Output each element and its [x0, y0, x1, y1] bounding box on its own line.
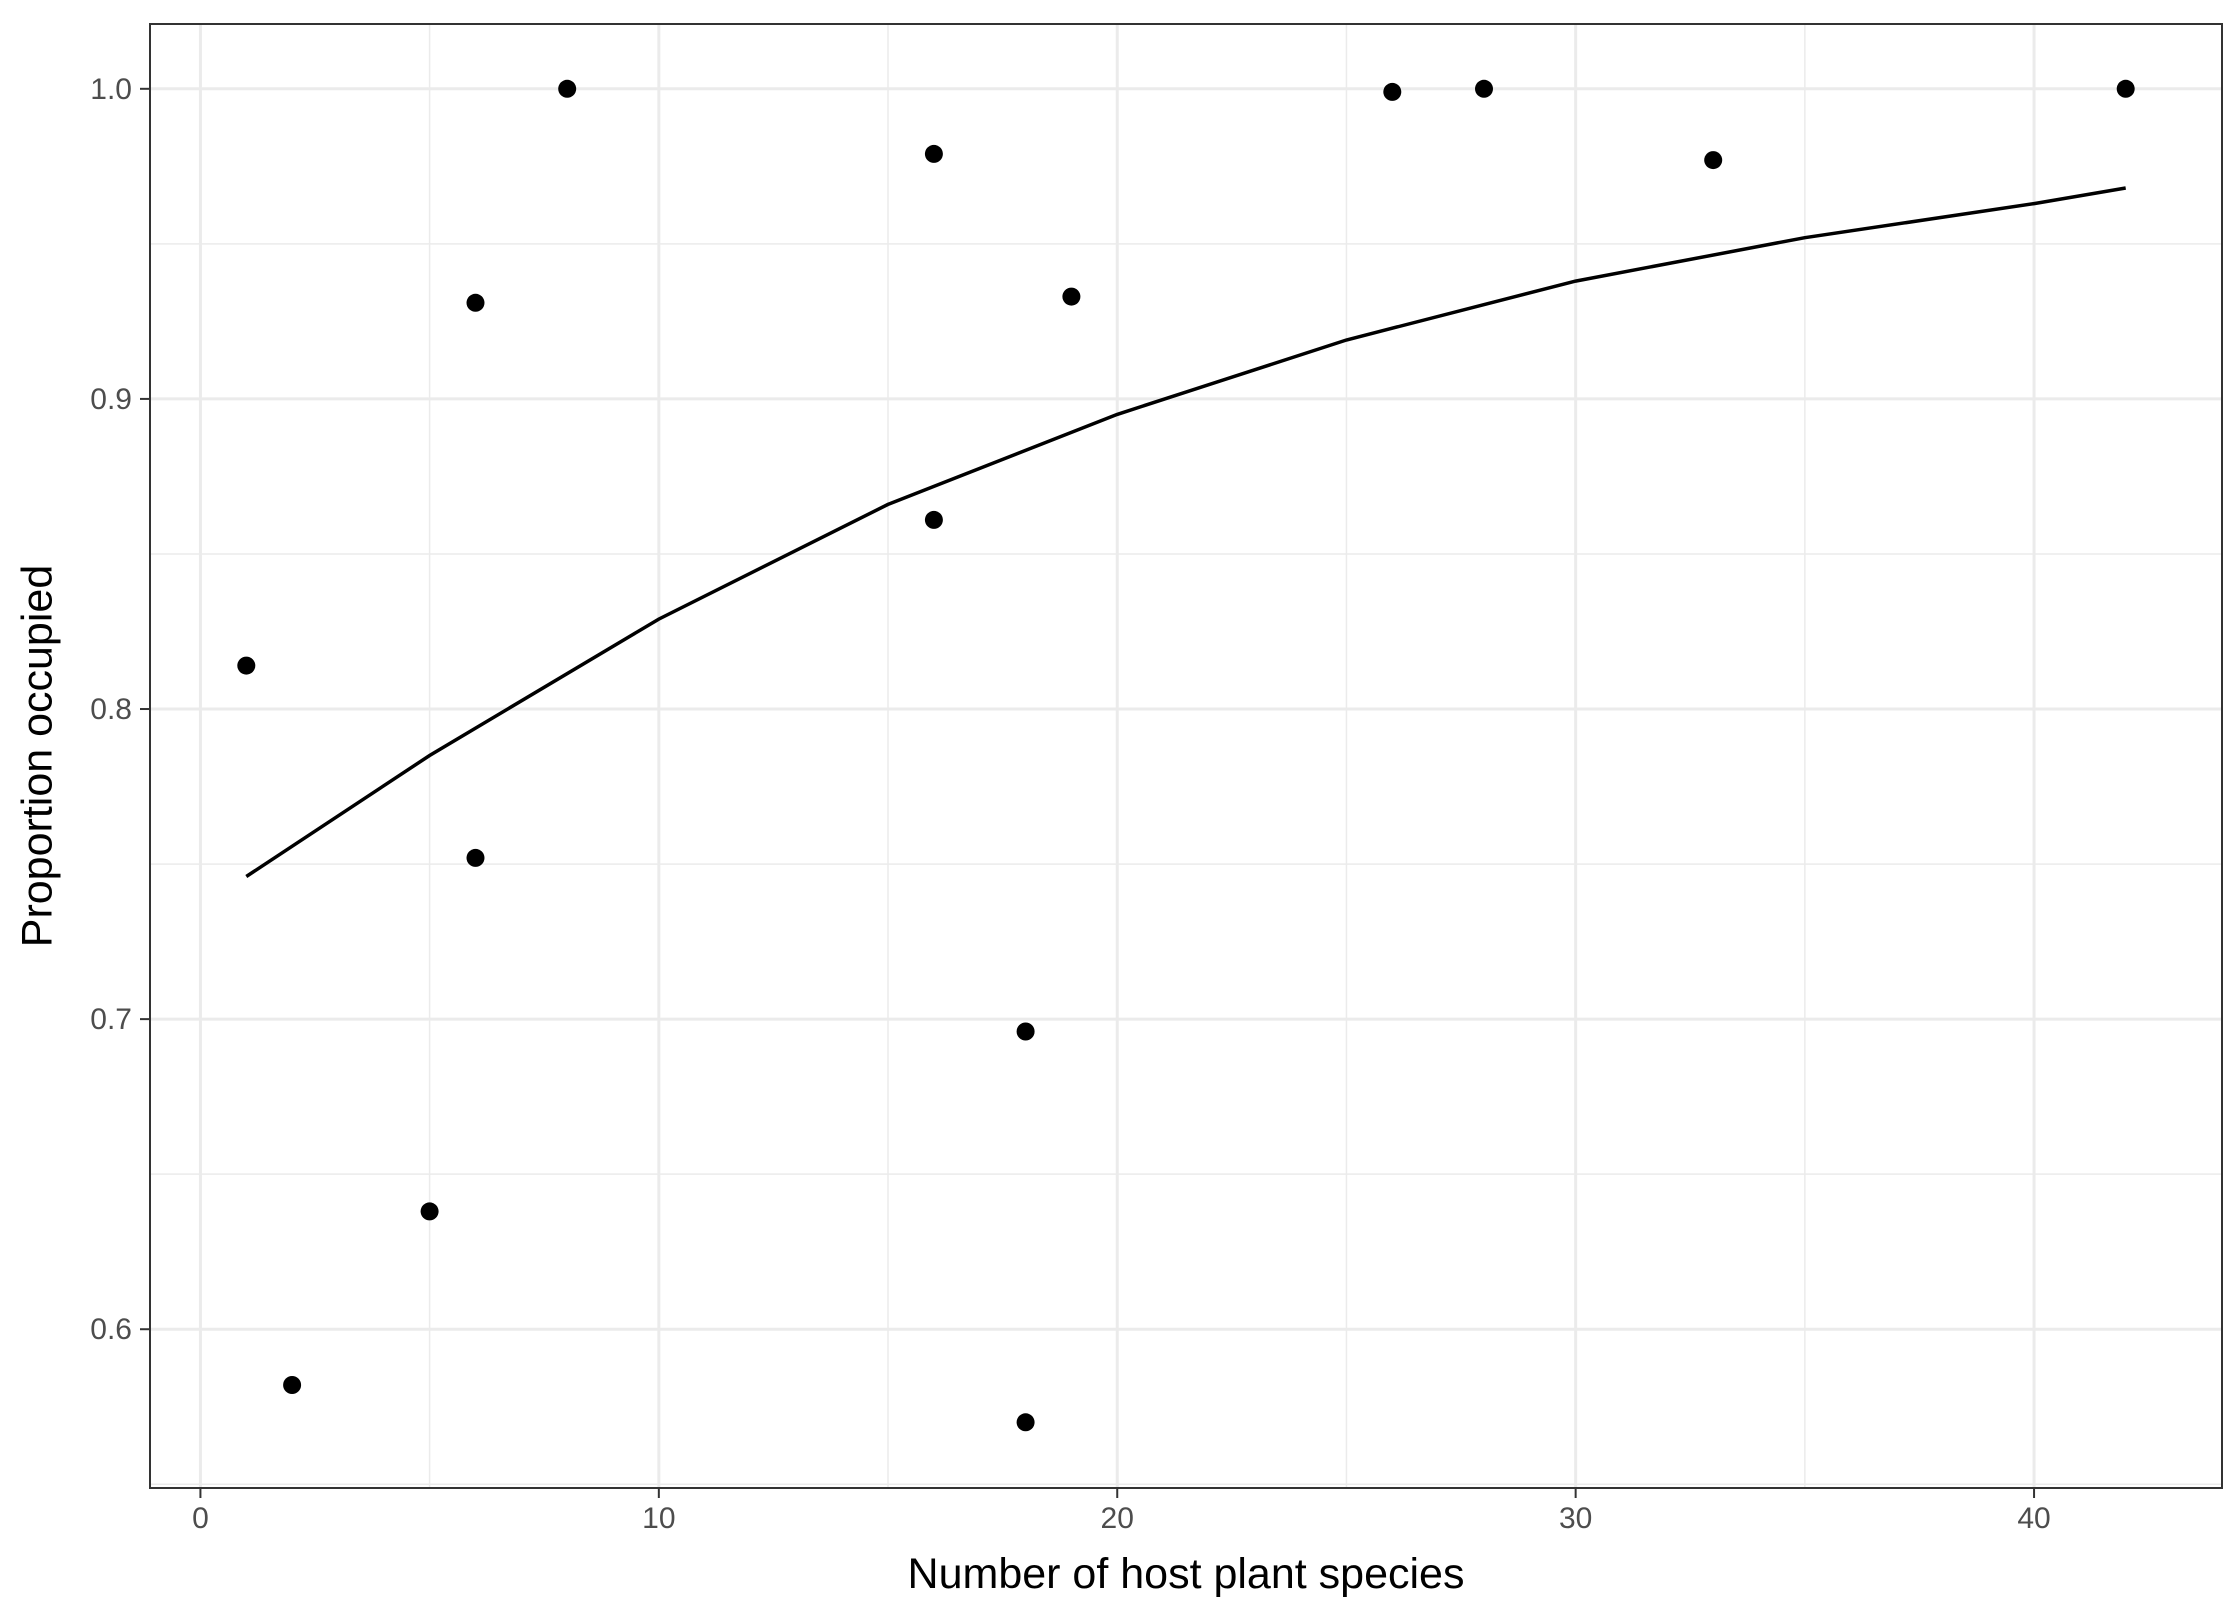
y-tick-label: 1.0: [90, 73, 132, 106]
tick-labels: 0 10 20 30 40 0.6 0.7 0.8 0.9 1.0: [90, 73, 2050, 1535]
x-tick-label: 40: [2017, 1502, 2050, 1535]
series-layer: [237, 79, 2135, 1432]
data-point: [558, 79, 577, 98]
y-tick-label: 0.9: [90, 383, 132, 416]
x-tick-label: 0: [192, 1502, 209, 1535]
data-point: [466, 848, 485, 867]
minor-gridlines: [150, 24, 2222, 1488]
data-point: [466, 293, 485, 312]
data-point: [420, 1202, 439, 1221]
y-tick-label: 0.7: [90, 1003, 132, 1036]
data-point: [283, 1376, 302, 1394]
data-point: [2116, 79, 2135, 98]
x-tick-label: 10: [642, 1502, 675, 1535]
fitted-curve: [245, 186, 2126, 878]
data-point: [1383, 82, 1402, 101]
y-tick-label: 0.8: [90, 693, 132, 726]
data-point: [1475, 79, 1493, 98]
data-point: [237, 656, 256, 675]
data-point: [924, 144, 943, 163]
data-point: [1062, 287, 1081, 306]
data-point: [1704, 151, 1723, 170]
x-axis-title: Number of host plant species: [908, 1550, 1465, 1598]
axis-ticks: [140, 87, 2036, 1498]
x-tick-label: 30: [1559, 1502, 1592, 1535]
data-point: [924, 510, 943, 529]
y-tick-label: 0.6: [90, 1313, 132, 1346]
x-tick-label: 20: [1101, 1502, 1134, 1535]
data-point: [1016, 1413, 1035, 1432]
data-point: [1016, 1022, 1035, 1041]
y-axis-title: Proportion occupied: [13, 565, 61, 947]
major-gridlines: [150, 24, 2222, 1488]
panel-border: [149, 23, 2223, 1489]
